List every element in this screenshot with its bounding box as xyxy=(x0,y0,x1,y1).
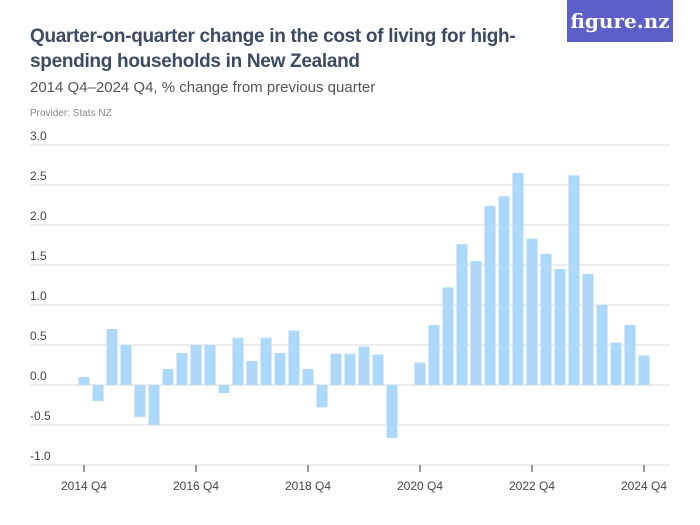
bar xyxy=(134,385,146,417)
bar xyxy=(526,238,538,385)
bar xyxy=(148,385,160,425)
bar xyxy=(428,325,440,385)
bar xyxy=(484,205,496,385)
y-tick-label: 2.5 xyxy=(30,169,47,183)
bar xyxy=(638,355,650,385)
x-tick-label: 2018 Q4 xyxy=(285,479,331,493)
bar xyxy=(106,329,118,385)
bar xyxy=(176,353,188,385)
bar xyxy=(120,345,132,385)
bar xyxy=(204,345,216,385)
bar xyxy=(274,353,286,385)
bar xyxy=(456,244,468,385)
bar xyxy=(498,196,510,385)
bar xyxy=(582,273,594,385)
x-tick-label: 2024 Q4 xyxy=(621,479,667,493)
bar xyxy=(540,253,552,385)
bar xyxy=(568,175,580,385)
bar xyxy=(554,269,566,385)
bar xyxy=(596,305,608,385)
bar xyxy=(344,353,356,385)
provider-label: Provider: Stats NZ xyxy=(30,108,112,119)
bar xyxy=(92,385,104,401)
bar xyxy=(260,337,272,385)
bar xyxy=(190,345,202,385)
bar xyxy=(372,354,384,385)
bar xyxy=(302,369,314,385)
chart-subtitle: 2014 Q4–2024 Q4, % change from previous … xyxy=(30,79,376,96)
bar xyxy=(414,362,426,385)
y-tick-label: 0.5 xyxy=(30,329,47,343)
y-tick-label: -1.0 xyxy=(30,449,51,463)
y-tick-label: 1.0 xyxy=(30,289,47,303)
y-tick-label: 3.0 xyxy=(30,129,47,143)
bar xyxy=(246,361,258,385)
bar xyxy=(330,353,342,385)
bar xyxy=(624,325,636,385)
bar xyxy=(162,369,174,385)
y-tick-label: 0.0 xyxy=(30,369,47,383)
y-tick-label: -0.5 xyxy=(30,409,51,423)
bar xyxy=(610,342,622,385)
bar xyxy=(470,261,482,385)
x-tick-label: 2020 Q4 xyxy=(397,479,443,493)
bar xyxy=(512,173,524,385)
bar xyxy=(386,385,398,438)
y-tick-label: 1.5 xyxy=(30,249,47,263)
bar xyxy=(78,377,90,385)
figure-nz-logo[interactable]: figure.nz xyxy=(567,0,673,42)
bar xyxy=(442,287,454,385)
bar xyxy=(218,385,230,393)
bar xyxy=(358,346,370,385)
bar xyxy=(316,385,328,408)
x-tick-label: 2022 Q4 xyxy=(509,479,555,493)
y-tick-label: 2.0 xyxy=(30,209,47,223)
bar xyxy=(288,330,300,385)
x-tick-label: 2016 Q4 xyxy=(173,479,219,493)
x-tick-label: 2014 Q4 xyxy=(61,479,107,493)
chart-title: Quarter-on-quarter change in the cost of… xyxy=(30,26,516,72)
bar xyxy=(232,337,244,385)
